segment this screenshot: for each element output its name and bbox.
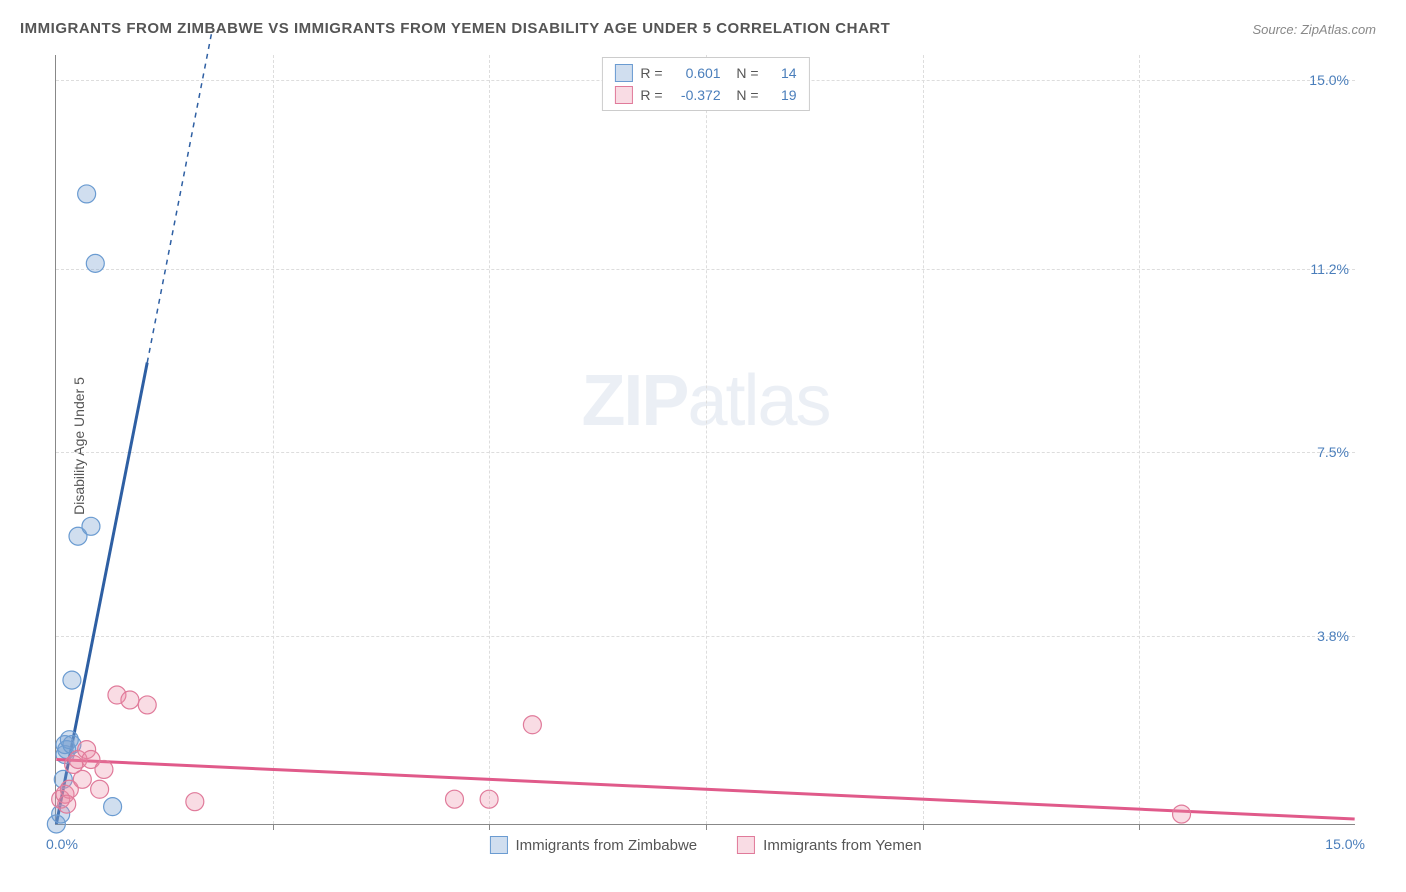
- y-tick-label: 11.2%: [1310, 261, 1349, 277]
- trend-line-extrapolated: [147, 30, 212, 362]
- scatter-svg: [56, 55, 1355, 824]
- legend-row: R = -0.372 N = 19: [614, 84, 796, 106]
- legend-swatch-icon: [737, 836, 755, 854]
- x-axis-tick: [489, 824, 490, 830]
- y-tick-label: 7.5%: [1317, 444, 1349, 460]
- x-axis-tick: [273, 824, 274, 830]
- source-attribution: Source: ZipAtlas.com: [1252, 22, 1376, 37]
- data-point: [91, 780, 109, 798]
- y-tick-label: 15.0%: [1309, 72, 1349, 88]
- data-point: [95, 760, 113, 778]
- legend-n-value: 14: [767, 65, 797, 81]
- series-legend-item: Immigrants from Zimbabwe: [489, 836, 697, 854]
- legend-swatch-icon: [614, 64, 632, 82]
- legend-r-value: -0.372: [671, 87, 721, 103]
- data-point: [63, 671, 81, 689]
- series-legend-label: Immigrants from Zimbabwe: [515, 837, 697, 854]
- legend-n-label: N =: [729, 87, 759, 103]
- data-point: [138, 696, 156, 714]
- legend-r-value: 0.601: [671, 65, 721, 81]
- data-point: [78, 185, 96, 203]
- data-point: [480, 790, 498, 808]
- series-legend-item: Immigrants from Yemen: [737, 836, 921, 854]
- data-point: [446, 790, 464, 808]
- chart-title: IMMIGRANTS FROM ZIMBABWE VS IMMIGRANTS F…: [20, 20, 890, 37]
- x-tick-label: 0.0%: [46, 836, 78, 852]
- legend-r-label: R =: [640, 65, 662, 81]
- data-point: [523, 716, 541, 734]
- data-point: [1173, 805, 1191, 823]
- x-tick-label: 15.0%: [1325, 836, 1365, 852]
- series-legend-label: Immigrants from Yemen: [763, 837, 921, 854]
- plot-area: ZIPatlas R =0.601 N =14R =-0.372 N =19 I…: [55, 55, 1355, 825]
- series-legend: Immigrants from Zimbabwe Immigrants from …: [489, 836, 921, 854]
- data-point: [186, 793, 204, 811]
- trend-line: [56, 760, 1354, 820]
- legend-n-value: 19: [767, 87, 797, 103]
- data-point: [58, 795, 76, 813]
- x-axis-tick: [1139, 824, 1140, 830]
- data-point: [73, 770, 91, 788]
- legend-swatch-icon: [489, 836, 507, 854]
- data-point: [82, 517, 100, 535]
- correlation-legend: R = 0.601 N = 14 R = -0.372 N = 19: [601, 57, 809, 111]
- data-point: [121, 691, 139, 709]
- x-axis-tick: [923, 824, 924, 830]
- legend-swatch-icon: [614, 86, 632, 104]
- y-tick-label: 3.8%: [1317, 628, 1349, 644]
- x-axis-tick: [706, 824, 707, 830]
- data-point: [86, 254, 104, 272]
- legend-row: R = 0.601 N = 14: [614, 62, 796, 84]
- data-point: [104, 798, 122, 816]
- legend-n-label: N =: [729, 65, 759, 81]
- legend-r-label: R =: [640, 87, 662, 103]
